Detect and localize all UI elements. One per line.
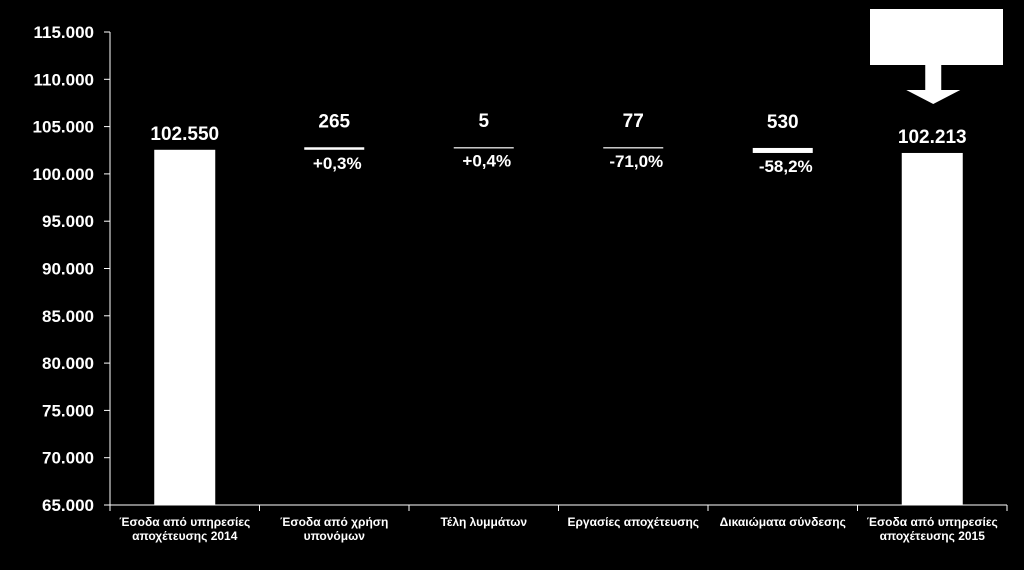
- value-labels: 102.550 265 +0,3% 5 +0,4% 77 -71,0% 530 -58,2% 10…: [150, 111, 966, 176]
- category-label: Δικαιώματα σύνδεσης: [720, 515, 846, 529]
- bars: [154, 147, 963, 506]
- y-tick-label: 90.000: [42, 260, 94, 279]
- y-tick-label: 115.000: [33, 23, 94, 42]
- delta-value-label: 5: [478, 111, 489, 132]
- total-bar: [154, 149, 216, 506]
- category-label: Έσοδα από χρήση υπονόμων: [280, 515, 388, 543]
- y-tick-label: 75.000: [42, 401, 94, 420]
- category-labels: Έσοδα από υπηρεσίες αποχέτευσης 2014 Έσοδα…: [119, 515, 998, 543]
- delta-bar: [304, 147, 365, 150]
- down-arrow-icon: [906, 65, 961, 104]
- delta-value-label: 265: [318, 111, 350, 132]
- callout: [870, 9, 1003, 104]
- total-bar: [901, 152, 963, 505]
- category-label: Εργασίες αποχέτευσης: [567, 515, 699, 529]
- category-label: Έσοδα από υπηρεσίες αποχέτευσης 2014: [119, 515, 250, 543]
- y-tick-label: 110.000: [33, 70, 94, 89]
- y-tick-label: 80.000: [42, 354, 94, 373]
- delta-percent-label: -71,0%: [609, 152, 663, 171]
- category-label: Έσοδα από υπηρεσίες αποχέτευσης 2015: [867, 515, 998, 543]
- y-tick-label: 65.000: [42, 496, 94, 515]
- total-value-label: 102.213: [898, 127, 967, 148]
- total-value-label: 102.550: [150, 124, 219, 145]
- y-tick-label: 70.000: [42, 449, 94, 468]
- y-tick-label: 95.000: [42, 212, 94, 231]
- delta-percent-label: +0,4%: [462, 151, 511, 170]
- y-tick-label: 105.000: [33, 118, 94, 137]
- delta-value-label: 77: [623, 111, 644, 132]
- y-tick-label: 100.000: [33, 165, 94, 184]
- delta-percent-label: +0,3%: [313, 154, 362, 173]
- category-label: Τέλη λυμμάτων: [440, 515, 527, 529]
- delta-percent-label: -58,2%: [759, 157, 813, 176]
- y-axis: 115.000 110.000 105.000 100.000 95.000 90.000…: [33, 23, 111, 515]
- delta-bar: [453, 147, 514, 149]
- callout-box: [870, 9, 1003, 65]
- y-tick-label: 85.000: [42, 307, 94, 326]
- delta-value-label: 530: [767, 112, 799, 133]
- delta-bar: [603, 147, 664, 149]
- delta-bar: [752, 147, 813, 153]
- x-axis: [109, 504, 1008, 511]
